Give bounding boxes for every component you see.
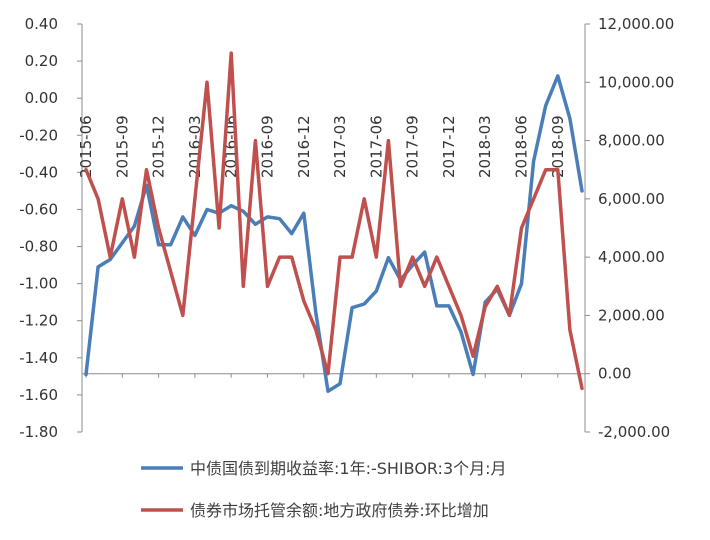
right-tick-label: 10,000.00 [598, 73, 674, 91]
left-tick-label: 0.40 [25, 15, 58, 33]
legend: 中债国债到期收益率:1年:-SHIBOR:3个月:月债券市场托管余额:地方政府债… [141, 459, 507, 520]
x-tick-label: 2015-09 [113, 115, 131, 178]
series-line-2 [84, 51, 584, 391]
x-tick-label: 2018-03 [476, 115, 494, 178]
x-tick-label: 2016-09 [258, 115, 276, 178]
x-axis-ticks: 2015-06 2015-09 2015-12 2016-03 2016-06 2016-… [77, 115, 567, 378]
right-tick-label: 8,000.00 [598, 132, 665, 150]
left-tick-label: -1.00 [19, 275, 58, 293]
right-tick-label: 2,000.00 [598, 306, 665, 324]
left-tick-label: -0.40 [19, 163, 58, 181]
left-tick-label: -0.60 [19, 200, 58, 218]
legend-label-1: 中债国债到期收益率:1年:-SHIBOR:3个月:月 [190, 459, 507, 478]
left-tick-label: -1.40 [19, 349, 58, 367]
x-tick-label: 2017-06 [367, 115, 385, 178]
x-tick-label: 2017-12 [440, 115, 458, 178]
right-tick-label: 0.00 [598, 365, 631, 383]
right-axis-ticks: 12,000.00 10,000.00 8,000.00 6,000.00 4,000.… [585, 15, 674, 441]
x-tick-label: 2017-09 [404, 115, 422, 178]
x-tick-label: 2015-06 [77, 115, 95, 178]
x-tick-label: 2015-12 [150, 115, 168, 178]
right-tick-label: 4,000.00 [598, 248, 665, 266]
legend-label-2: 债券市场托管余额:地方政府债券:环比增加 [190, 501, 489, 520]
series-lines [84, 51, 584, 393]
x-tick-label: 2016-12 [295, 115, 313, 178]
right-tick-label: 12,000.00 [598, 15, 674, 33]
left-tick-label: -1.60 [19, 386, 58, 404]
x-tick-label: 2017-03 [331, 115, 349, 178]
left-axis-ticks: 0.40 0.20 0.00 -0.20 -0.40 -0.60 -0.80 -1.00 -1.… [19, 15, 82, 441]
left-tick-label: -0.80 [19, 238, 58, 256]
left-tick-label: 0.20 [25, 52, 58, 70]
axes [81, 24, 586, 432]
left-tick-label: -1.80 [19, 423, 58, 441]
left-tick-label: -1.20 [19, 312, 58, 330]
left-tick-label: -0.20 [19, 126, 58, 144]
x-tick-label: 2018-09 [549, 115, 567, 178]
right-tick-label: -2,000.00 [598, 423, 670, 441]
left-tick-label: 0.00 [25, 89, 58, 107]
x-tick-label: 2018-06 [513, 115, 531, 178]
right-tick-label: 6,000.00 [598, 190, 665, 208]
